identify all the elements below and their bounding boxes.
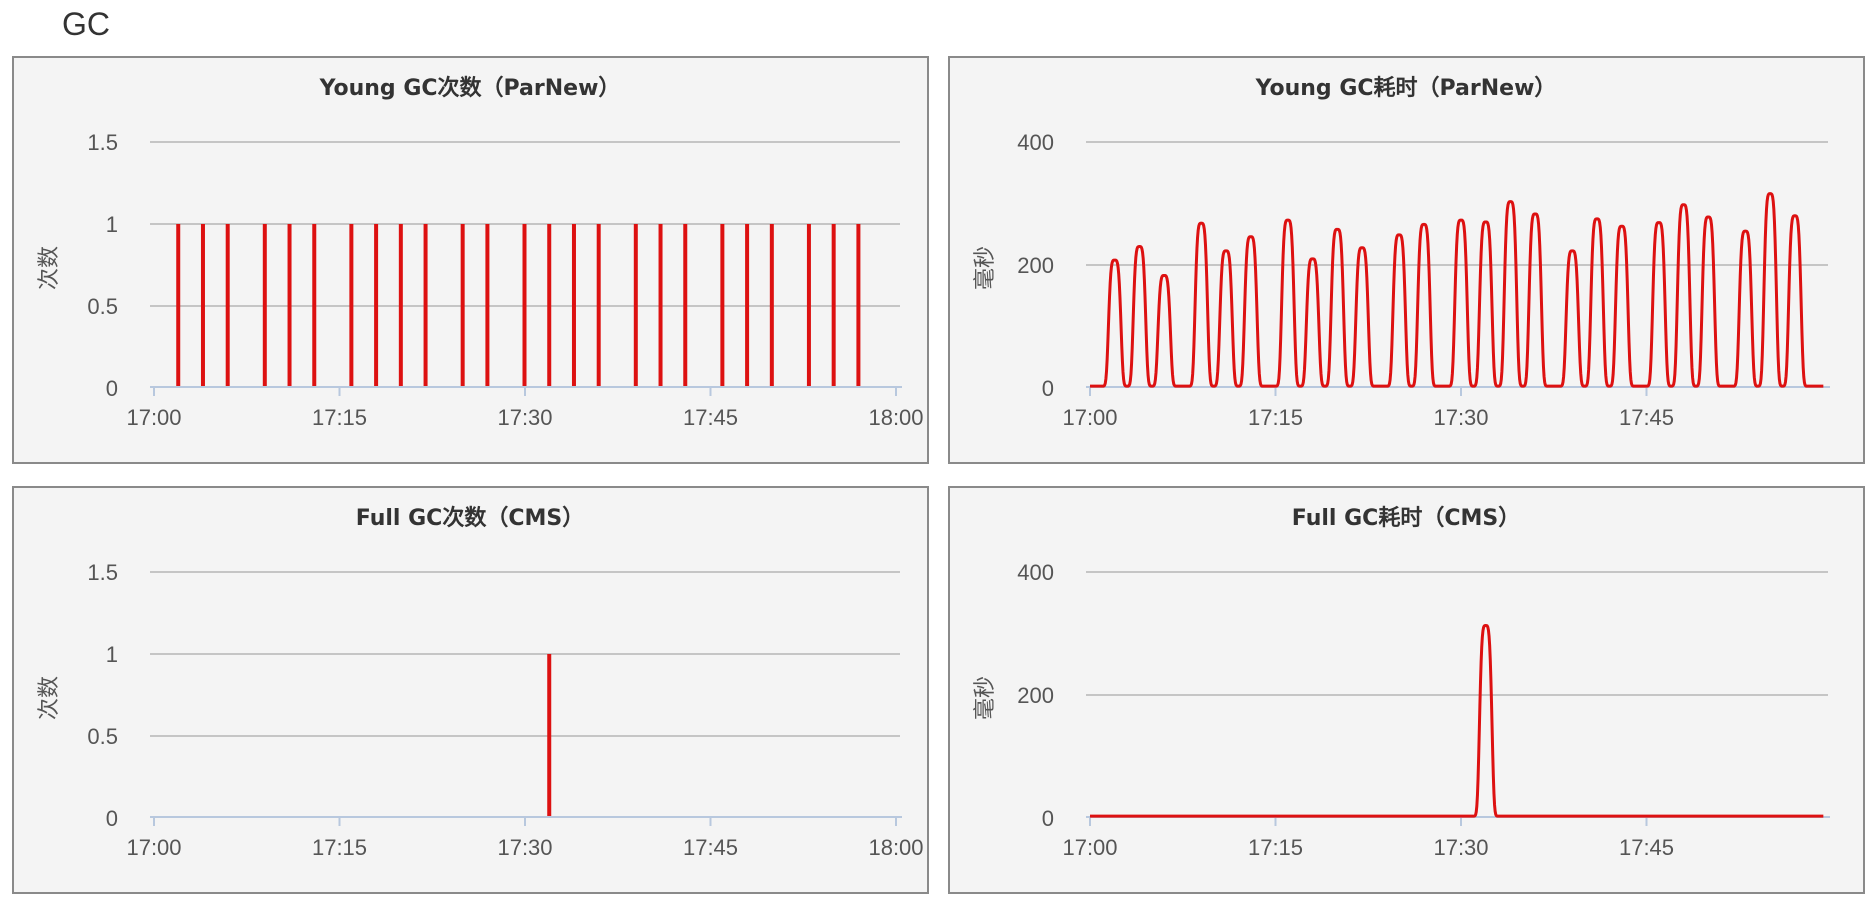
chart-panel-full-count: Full GC次数（CMS） 次数 0 0.5 1 1.5 17:00 17:15 17:30 1… (12, 486, 929, 894)
y-tick-label: 400 (1017, 130, 1054, 155)
bar (460, 224, 465, 386)
bar (633, 224, 638, 386)
bar (522, 224, 527, 386)
bar (571, 224, 576, 386)
x-tick-label: 17:30 (1433, 405, 1488, 430)
x-tick-label: 17:45 (683, 405, 738, 430)
x-tick-label: 17:45 (683, 835, 738, 860)
y-tick-label: 1 (106, 212, 118, 237)
x-tick-label: 17:30 (1433, 835, 1488, 860)
chart-panel-full-time: Full GC耗时（CMS） 毫秒 0 200 400 17:00 17:15 17:30 17… (948, 486, 1865, 894)
y-tick-label: 0.5 (87, 294, 118, 319)
bar (683, 224, 688, 386)
y-tick-label: 200 (1017, 253, 1054, 278)
chart-title: Young GC次数（ParNew） (319, 75, 621, 101)
x-tick-label: 17:00 (1062, 835, 1117, 860)
y-tick-label: 0.5 (87, 724, 118, 749)
y-tick-label: 400 (1017, 560, 1054, 585)
y-axis-label: 次数 (37, 246, 62, 290)
bar (856, 224, 861, 386)
y-tick-label: 0 (1042, 376, 1054, 401)
young-count-chart: Young GC次数（ParNew） 次数 0 0.5 1 1.5 17:00 17:15 17… (37, 75, 924, 430)
x-tick-label: 17:15 (312, 405, 367, 430)
y-axis-label: 毫秒 (973, 246, 998, 290)
y-tick-label: 1.5 (87, 560, 118, 585)
x-tick-label: 18:00 (868, 835, 923, 860)
bar (225, 224, 230, 386)
y-tick-label: 200 (1017, 683, 1054, 708)
x-tick-label: 17:15 (1248, 405, 1303, 430)
x-tick-label: 17:30 (497, 405, 552, 430)
bar (769, 224, 774, 386)
y-tick-label: 0 (106, 806, 118, 831)
series-line (1089, 624, 1825, 818)
bar (806, 224, 811, 386)
y-tick-label: 0 (1042, 806, 1054, 831)
bar (423, 224, 428, 386)
full-count-chart: Full GC次数（CMS） 次数 0 0.5 1 1.5 17:00 17:15 17:30 1… (37, 505, 924, 860)
bar (745, 224, 750, 386)
chart-title: Full GC次数（CMS） (356, 505, 584, 531)
bar (485, 224, 490, 386)
x-tick-label: 17:45 (1619, 835, 1674, 860)
y-tick-label: 0 (106, 376, 118, 401)
bar (547, 224, 552, 386)
series-line (1089, 192, 1825, 388)
x-tick-label: 17:00 (126, 835, 181, 860)
x-tick-label: 17:00 (126, 405, 181, 430)
y-tick-label: 1 (106, 642, 118, 667)
full-time-chart: Full GC耗时（CMS） 毫秒 0 200 400 17:00 17:15 17:30 17… (973, 505, 1830, 860)
bar (831, 224, 836, 386)
bar (547, 654, 552, 816)
chart-panel-young-count: Young GC次数（ParNew） 次数 0 0.5 1 1.5 17:00 17:15 17… (12, 56, 929, 464)
y-axis-label: 毫秒 (973, 676, 998, 720)
bar (374, 224, 379, 386)
bar (658, 224, 663, 386)
young-time-chart: Young GC耗时（ParNew） 毫秒 0 200 400 17:00 17:15 17:… (973, 75, 1830, 430)
bar (720, 224, 725, 386)
x-tick-label: 17:15 (1248, 835, 1303, 860)
bar (287, 224, 292, 386)
bar (312, 224, 317, 386)
x-tick-label: 17:00 (1062, 405, 1117, 430)
chart-panel-young-time: Young GC耗时（ParNew） 毫秒 0 200 400 17:00 17:15 17:… (948, 56, 1865, 464)
x-tick-label: 17:30 (497, 835, 552, 860)
bar (398, 224, 403, 386)
section-title: GC (62, 6, 110, 42)
x-tick-label: 17:15 (312, 835, 367, 860)
bar (596, 224, 601, 386)
bar (200, 224, 205, 386)
bar (349, 224, 354, 386)
bar (262, 224, 267, 386)
y-axis-label: 次数 (37, 676, 62, 720)
bar (176, 224, 181, 386)
y-tick-label: 1.5 (87, 130, 118, 155)
chart-title: Young GC耗时（ParNew） (1255, 75, 1557, 101)
x-tick-label: 17:45 (1619, 405, 1674, 430)
chart-title: Full GC耗时（CMS） (1292, 505, 1520, 531)
x-tick-label: 18:00 (868, 405, 923, 430)
